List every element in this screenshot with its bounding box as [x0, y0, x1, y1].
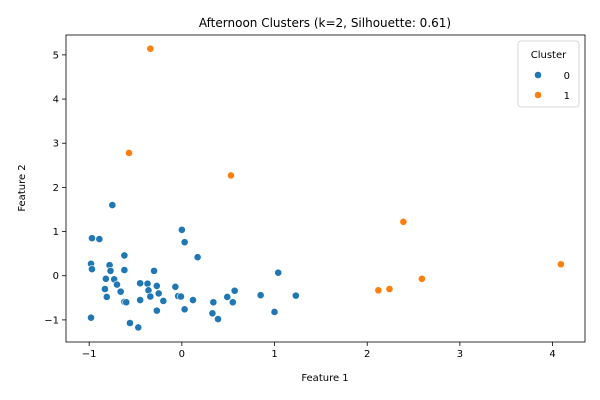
- data-point-cluster-0: [180, 238, 189, 247]
- y-tick-label: 5: [53, 50, 59, 61]
- data-point-cluster-1: [125, 149, 133, 157]
- data-point-cluster-0: [209, 298, 218, 307]
- chart-title: Afternoon Clusters (k=2, Silhouette: 0.6…: [199, 16, 451, 30]
- legend: Cluster 0 1: [517, 40, 580, 108]
- data-point-cluster-0: [136, 279, 145, 288]
- data-point-cluster-1: [557, 260, 565, 269]
- data-point-cluster-0: [150, 266, 158, 275]
- legend-title: Cluster: [531, 50, 567, 61]
- y-tick-label: 1: [53, 227, 59, 238]
- legend-marker-cluster-0: [534, 71, 542, 79]
- legend-label-cluster-0: 0: [564, 71, 570, 82]
- data-point-cluster-0: [154, 289, 163, 298]
- data-point-cluster-0: [291, 291, 300, 300]
- data-point-cluster-1: [227, 171, 235, 180]
- y-tick-label: −1: [44, 315, 59, 326]
- y-tick-label: 2: [53, 183, 59, 194]
- data-point-cluster-0: [134, 323, 143, 332]
- plot-frame: [65, 34, 586, 343]
- data-point-cluster-0: [159, 297, 168, 305]
- data-point-cluster-0: [152, 282, 161, 290]
- data-point-cluster-0: [171, 282, 180, 291]
- x-axis: −1 0 1 2 3 4: [82, 342, 556, 360]
- data-point-cluster-0: [193, 253, 202, 262]
- data-point-cluster-0: [223, 293, 232, 301]
- data-point-cluster-0: [122, 298, 131, 307]
- data-point-cluster-0: [177, 225, 186, 234]
- y-tick-label: 3: [53, 139, 59, 150]
- data-point-cluster-0: [88, 265, 96, 274]
- data-point-cluster-0: [101, 285, 109, 293]
- data-point-cluster-0: [116, 287, 125, 296]
- x-tick-label: 4: [549, 349, 555, 360]
- x-tick-label: 2: [364, 349, 370, 360]
- data-points: [87, 44, 565, 332]
- x-tick-label: 3: [457, 349, 463, 360]
- x-tick-label: 1: [271, 349, 277, 360]
- y-axis: −1 0 1 2 3 4 5: [44, 50, 66, 326]
- data-point-cluster-0: [256, 291, 265, 300]
- legend-label-cluster-1: 1: [564, 91, 570, 102]
- data-point-cluster-0: [180, 305, 189, 314]
- data-point-cluster-0: [101, 274, 110, 283]
- data-point-cluster-1: [146, 44, 155, 53]
- data-point-cluster-0: [113, 280, 121, 289]
- data-point-cluster-1: [385, 285, 394, 293]
- data-point-cluster-0: [146, 292, 155, 301]
- data-point-cluster-0: [143, 279, 152, 288]
- data-point-cluster-0: [208, 309, 217, 318]
- data-point-cluster-0: [228, 298, 237, 307]
- data-point-cluster-0: [120, 251, 129, 260]
- data-point-cluster-0: [177, 292, 185, 301]
- data-point-cluster-0: [102, 293, 111, 301]
- x-tick-label: 0: [179, 349, 185, 360]
- data-point-cluster-0: [106, 266, 115, 275]
- data-point-cluster-1: [399, 217, 408, 226]
- data-point-cluster-0: [152, 306, 161, 315]
- data-point-cluster-0: [120, 266, 129, 274]
- data-point-cluster-0: [87, 313, 95, 322]
- data-point-cluster-1: [417, 274, 426, 283]
- legend-marker-cluster-1: [534, 91, 542, 99]
- data-point-cluster-0: [230, 286, 239, 295]
- data-point-cluster-1: [374, 286, 383, 295]
- y-axis-label: Feature 2: [17, 164, 28, 211]
- data-point-cluster-0: [274, 268, 283, 277]
- y-tick-label: 0: [53, 271, 59, 282]
- y-tick-label: 4: [53, 95, 59, 106]
- data-point-cluster-0: [108, 201, 117, 209]
- data-point-cluster-0: [95, 235, 104, 243]
- data-point-cluster-0: [270, 308, 279, 316]
- x-tick-label: −1: [82, 349, 97, 360]
- plot-area: [65, 34, 586, 343]
- data-point-cluster-0: [136, 296, 145, 304]
- data-point-cluster-0: [214, 315, 222, 323]
- data-point-cluster-0: [126, 319, 134, 327]
- data-point-cluster-0: [88, 234, 96, 243]
- data-point-cluster-0: [189, 296, 197, 304]
- x-axis-label: Feature 1: [301, 373, 348, 384]
- legend-box: [517, 40, 580, 108]
